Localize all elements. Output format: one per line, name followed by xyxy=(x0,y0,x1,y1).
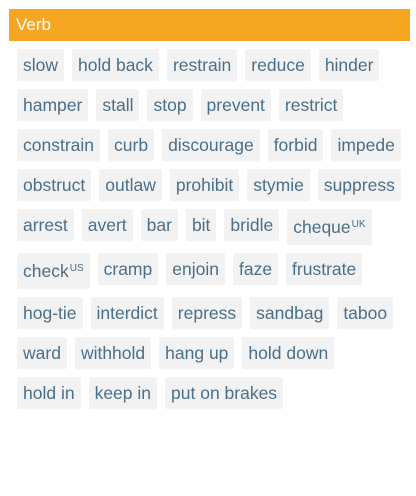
synonym-chip-discourage[interactable]: discourage xyxy=(162,129,260,161)
synonym-chip-ward[interactable]: ward xyxy=(17,337,67,369)
synonym-label: bit xyxy=(191,215,211,235)
region-tag: UK xyxy=(351,219,366,230)
synonym-chip-bridle[interactable]: bridle xyxy=(224,209,280,241)
synonym-chip-constrain[interactable]: constrain xyxy=(17,129,101,161)
synonym-chip-stall[interactable]: stall xyxy=(96,89,140,121)
synonym-label: outlaw xyxy=(105,175,156,195)
synonym-chip-prohibit[interactable]: prohibit xyxy=(169,169,240,201)
synonym-chip-cramp[interactable]: cramp xyxy=(97,253,159,285)
synonym-label: check xyxy=(23,261,69,281)
synonym-chip-hog-tie[interactable]: hog-tie xyxy=(17,297,83,329)
synonym-chip-outlaw[interactable]: outlaw xyxy=(99,169,162,201)
synonym-label: withhold xyxy=(80,343,146,363)
synonym-chip-suppress[interactable]: suppress xyxy=(317,169,401,201)
synonym-label: suppress xyxy=(323,175,395,195)
synonym-chip-frustrate[interactable]: frustrate xyxy=(286,253,363,285)
synonym-chip-hold-in[interactable]: hold in xyxy=(17,377,81,409)
synonym-label: faze xyxy=(238,259,273,279)
synonym-chip-reduce[interactable]: reduce xyxy=(245,49,311,81)
synonym-chip-restrict[interactable]: restrict xyxy=(278,89,344,121)
synonym-label: stall xyxy=(102,95,134,115)
synonym-label: hold back xyxy=(78,55,153,75)
synonym-label: interdict xyxy=(96,303,158,323)
synonym-chip-slow[interactable]: slow xyxy=(17,49,65,81)
synonym-label: ward xyxy=(23,343,61,363)
synonym-label: arrest xyxy=(23,215,68,235)
synonym-panel: Verb slow hold back restrain reduce hinder ha… xyxy=(9,9,410,417)
synonym-label: hog-tie xyxy=(23,303,77,323)
synonym-chip-taboo[interactable]: taboo xyxy=(337,297,394,329)
synonym-label: forbid xyxy=(273,135,318,155)
synonym-list: slow hold back restrain reduce hinder hamper s… xyxy=(9,41,410,417)
synonym-chip-bar[interactable]: bar xyxy=(140,209,178,241)
synonym-label: frustrate xyxy=(292,259,357,279)
synonym-label: obstruct xyxy=(23,175,86,195)
synonym-label: keep in xyxy=(94,383,152,403)
synonym-label: taboo xyxy=(343,303,388,323)
synonym-label: hold in xyxy=(23,383,75,403)
synonym-label: sandbag xyxy=(256,303,324,323)
synonym-chip-stop[interactable]: stop xyxy=(147,89,193,121)
synonym-label: impede xyxy=(337,135,395,155)
synonym-chip-hold-back[interactable]: hold back xyxy=(72,49,159,81)
region-tag: US xyxy=(69,263,84,274)
synonym-chip-repress[interactable]: repress xyxy=(171,297,243,329)
synonym-chip-faze[interactable]: faze xyxy=(232,253,279,285)
synonym-label: slow xyxy=(23,55,59,75)
synonym-chip-enjoin[interactable]: enjoin xyxy=(166,253,225,285)
synonym-label: prohibit xyxy=(175,175,234,195)
synonym-chip-cheque[interactable]: chequeUK xyxy=(287,209,372,245)
synonym-label: restrain xyxy=(172,55,232,75)
synonym-label: bridle xyxy=(230,215,274,235)
synonym-label: curb xyxy=(114,135,149,155)
synonym-chip-bit[interactable]: bit xyxy=(185,209,217,241)
synonym-chip-forbid[interactable]: forbid xyxy=(267,129,324,161)
synonym-label: hang up xyxy=(165,343,229,363)
synonym-label: enjoin xyxy=(172,259,219,279)
synonym-label: repress xyxy=(177,303,237,323)
synonym-chip-hang-up[interactable]: hang up xyxy=(159,337,235,369)
synonym-chip-stymie[interactable]: stymie xyxy=(247,169,310,201)
synonym-chip-prevent[interactable]: prevent xyxy=(200,89,271,121)
synonym-chip-put-on-brakes[interactable]: put on brakes xyxy=(165,377,284,409)
synonym-chip-restrain[interactable]: restrain xyxy=(166,49,238,81)
synonym-chip-hamper[interactable]: hamper xyxy=(17,89,89,121)
synonym-label: stop xyxy=(153,95,187,115)
synonym-chip-obstruct[interactable]: obstruct xyxy=(17,169,92,201)
synonym-chip-curb[interactable]: curb xyxy=(108,129,155,161)
synonym-label: prevent xyxy=(206,95,265,115)
synonym-chip-arrest[interactable]: arrest xyxy=(17,209,74,241)
synonym-chip-keep-in[interactable]: keep in xyxy=(88,377,158,409)
synonym-chip-hold-down[interactable]: hold down xyxy=(242,337,335,369)
synonym-label: discourage xyxy=(168,135,254,155)
section-title: Verb xyxy=(16,15,51,34)
synonym-chip-interdict[interactable]: interdict xyxy=(90,297,164,329)
synonym-chip-impede[interactable]: impede xyxy=(331,129,401,161)
synonym-chip-withhold[interactable]: withhold xyxy=(74,337,152,369)
synonym-label: restrict xyxy=(284,95,338,115)
synonym-label: cramp xyxy=(103,259,153,279)
synonym-label: avert xyxy=(87,215,127,235)
section-header: Verb xyxy=(9,9,410,41)
synonym-label: reduce xyxy=(251,55,305,75)
synonym-label: hold down xyxy=(248,343,329,363)
synonym-label: put on brakes xyxy=(171,383,278,403)
synonym-chip-check[interactable]: checkUS xyxy=(17,253,90,289)
synonym-label: constrain xyxy=(23,135,95,155)
synonym-label: hinder xyxy=(324,55,374,75)
synonym-chip-avert[interactable]: avert xyxy=(81,209,133,241)
synonym-chip-sandbag[interactable]: sandbag xyxy=(250,297,330,329)
synonym-label: hamper xyxy=(23,95,83,115)
synonym-label: bar xyxy=(146,215,172,235)
synonym-label: cheque xyxy=(293,217,351,237)
synonym-label: stymie xyxy=(253,175,304,195)
synonym-chip-hinder[interactable]: hinder xyxy=(318,49,380,81)
